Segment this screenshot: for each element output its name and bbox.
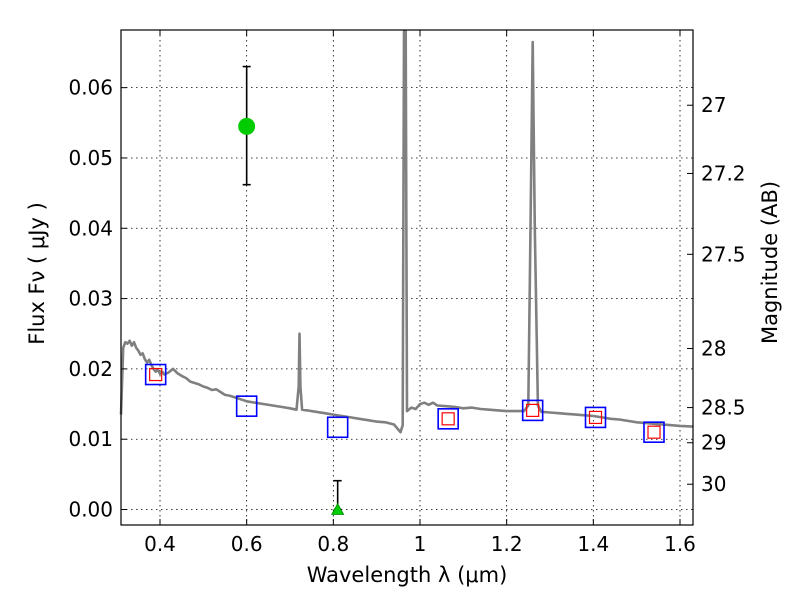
x-tick-label: 1.2 [491,532,523,556]
y-axis-label-left: Flux Fν ( μJy ) [25,202,49,345]
model-flux-square [144,363,167,386]
right-tick-label: 29 [701,431,726,455]
x-tick-label: 0.8 [317,532,349,556]
y-tick-label: 0.03 [68,287,113,311]
model-flux-square [235,395,258,417]
detection-circle [238,117,256,135]
right-tick-label: 27 [701,93,726,117]
x-tick-label: 0.6 [231,532,263,556]
y-tick-label: 0.01 [68,427,113,451]
y-tick-label: 0.04 [68,216,113,240]
detection-triangle [330,502,345,515]
model-flux-square [437,408,459,430]
right-tick-label: 28.5 [701,396,746,420]
observed-flux-square [441,412,455,426]
x-tick-label: 1.4 [577,532,609,556]
x-tick-label: 1 [414,532,427,556]
observed-flux-square [647,425,661,439]
observed-flux-square [149,367,163,382]
sed-curve [119,30,694,434]
x-axis-label: Wavelength λ (μm) [307,563,508,587]
sed-layer [119,30,694,434]
ticks: 0.4 0.6 0.8 1 1.2 1.4 1.6 0.00 0.01 0.02 0.03 0.04 0… [68,30,746,556]
model-flux-square [326,416,349,439]
y-tick-label: 0.06 [68,76,113,100]
photometry-points [144,65,665,515]
y-tick-label: 0.02 [68,357,113,381]
right-tick-label: 27.2 [701,161,746,185]
right-tick-label: 28 [701,337,726,361]
observed-flux-square [588,410,603,425]
right-tick-label: 27.5 [701,242,746,266]
y-axis-label-right: Magnitude (AB) [758,181,782,344]
model-flux-square [643,421,665,443]
x-tick-label: 0.4 [144,532,176,556]
plot-frame [120,29,694,526]
model-flux-square [584,406,607,429]
observed-flux-square [526,403,540,417]
model-flux-square [521,399,544,422]
y-tick-label: 0.05 [68,146,113,170]
right-tick-label: 30 [701,472,726,496]
x-tick-label: 1.6 [664,532,696,556]
y-tick-label: 0.00 [68,498,113,522]
